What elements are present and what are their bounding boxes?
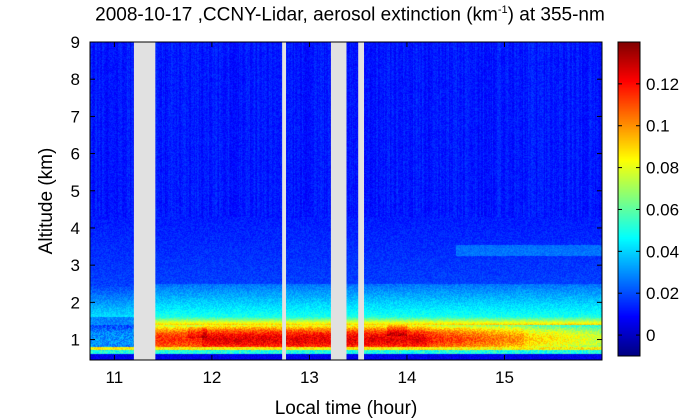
- y-tick-label: 9: [71, 33, 80, 52]
- colorbar-tick-label: 0: [646, 326, 655, 345]
- x-axis-label: Local time (hour): [275, 398, 418, 419]
- data-gaps: [133, 42, 365, 360]
- x-tick-label: 13: [300, 368, 319, 387]
- colorbar-tick-label: 0.02: [646, 284, 679, 303]
- colorbar: 0 0.02 0.04 0.06 0.08 0.1 0.12: [617, 41, 679, 357]
- chart-title: 2008-10-17 ,CCNY-Lidar, aerosol extincti…: [95, 4, 605, 26]
- data-gap-3: [330, 42, 347, 360]
- colorbar-tick-label: 0.06: [646, 200, 679, 219]
- data-gap-4: [358, 42, 365, 360]
- y-tick-label: 2: [71, 293, 80, 312]
- colorbar-tick-label: 0.08: [646, 159, 679, 178]
- y-axis: 1 2 3 4 5 6 7 8 9: [71, 33, 602, 350]
- plot-area: [89, 41, 603, 361]
- y-axis-label: Altitude (km): [36, 148, 57, 255]
- y-tick-label: 1: [71, 331, 80, 350]
- y-tick-label: 5: [71, 182, 80, 201]
- colorbar-gradient: [618, 42, 640, 356]
- x-tick-label: 14: [397, 368, 416, 387]
- colorbar-tick-label: 0.12: [646, 75, 679, 94]
- y-tick-label: 4: [71, 219, 80, 238]
- x-axis: 11 12 13 14 15: [106, 42, 514, 387]
- y-tick-label: 8: [71, 70, 80, 89]
- x-tick-label: 12: [202, 368, 221, 387]
- data-gap-1: [133, 42, 156, 360]
- y-tick-label: 6: [71, 145, 80, 164]
- colorbar-tick-label: 0.1: [646, 117, 670, 136]
- colorbar-ticks: 0 0.02 0.04 0.06 0.08 0.1 0.12: [618, 75, 679, 345]
- colorbar-tick-label: 0.04: [646, 242, 679, 261]
- y-tick-label: 3: [71, 256, 80, 275]
- colorbar-frame: [617, 41, 641, 357]
- y-tick-label: 7: [71, 107, 80, 126]
- x-tick-label: 11: [106, 368, 124, 387]
- data-gap-2: [282, 42, 287, 360]
- plot-frame: [89, 41, 603, 361]
- x-tick-label: 15: [495, 368, 514, 387]
